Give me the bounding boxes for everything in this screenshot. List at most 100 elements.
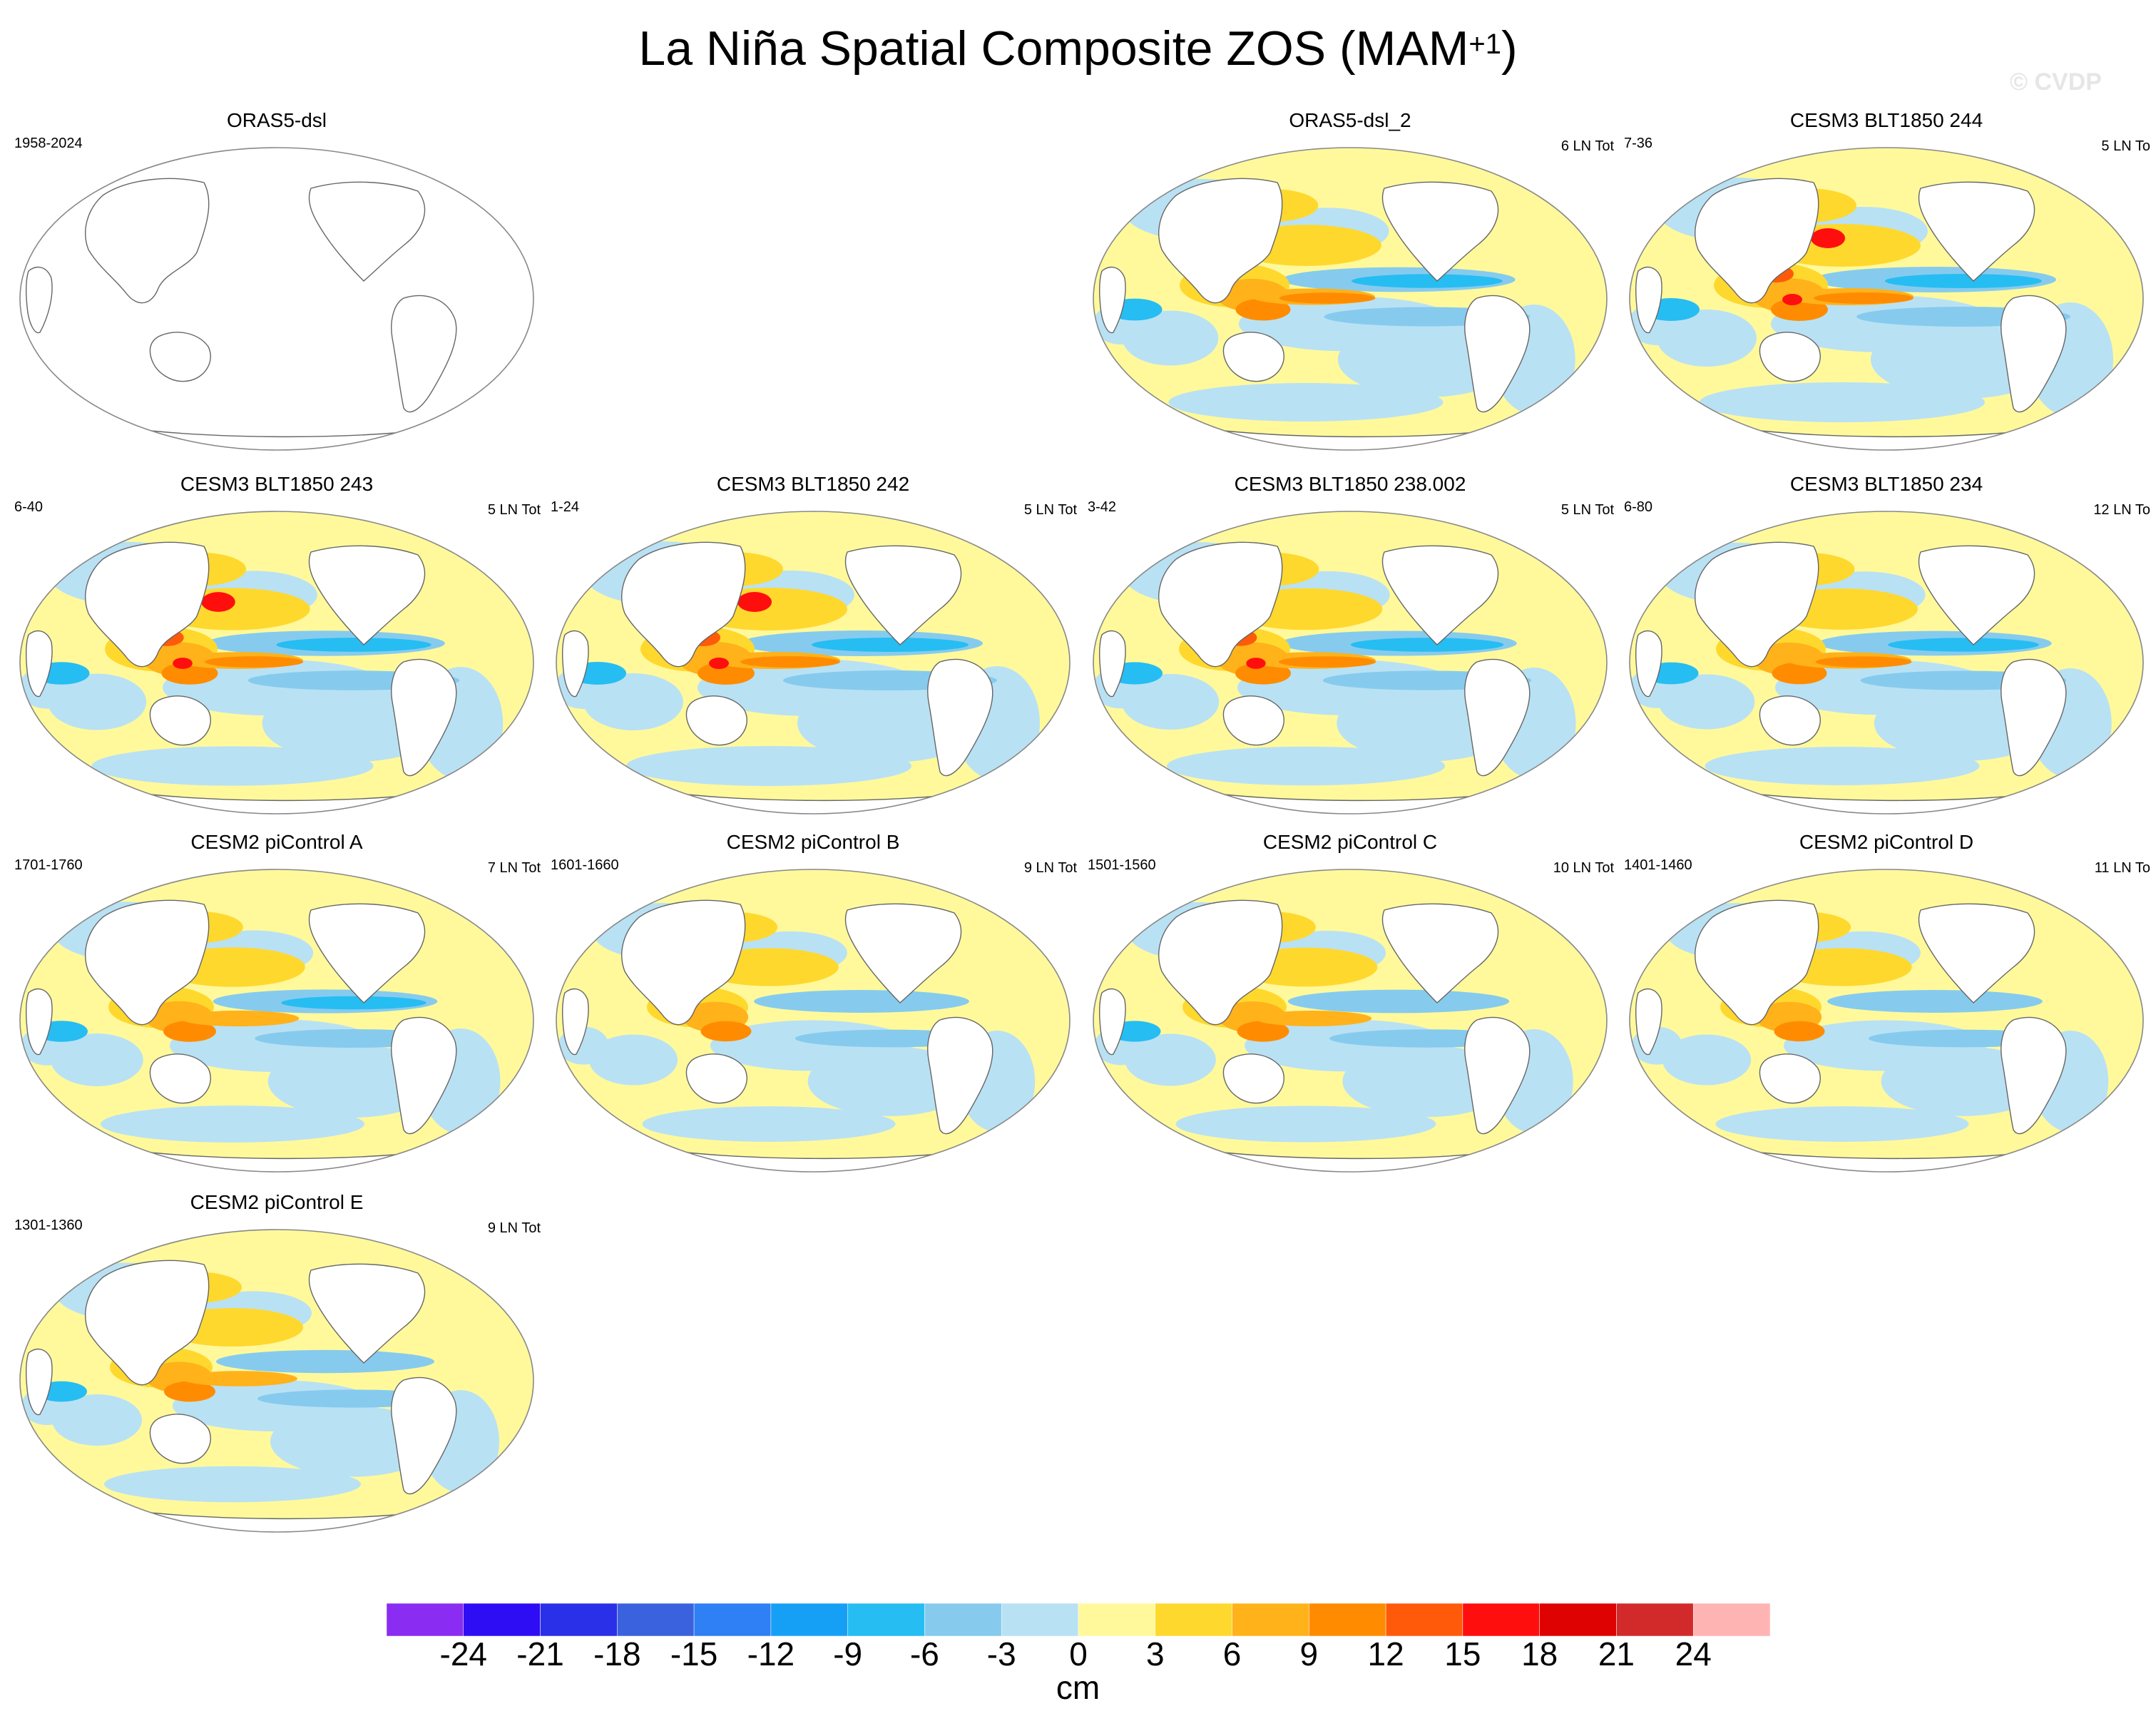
anomaly-contour [588,1034,678,1086]
land-mass [391,295,457,413]
anomaly-contour [1715,1106,1969,1142]
colorbar-tick-label: -24 [439,1635,487,1673]
land-mass [1381,545,1499,645]
land-mass [1918,181,2035,282]
colorbar-box [1001,1603,1079,1636]
anomaly-contour [1254,1011,1372,1026]
colorbar-tick-labels: -24 -21 -18 -15 -12 -9 -6 -3 0 3 6 9 12 15 18 21 24 [0,1635,2156,1685]
colorbar-units: cm [1056,1669,1100,1706]
colorbar-tick-label: -15 [670,1635,718,1673]
land-mass [308,1263,426,1364]
land-mass [1098,630,1126,698]
land-mass [1381,181,1499,282]
land-mass [1635,630,1662,698]
anomaly-contour [1168,383,1444,422]
anomaly-contour [164,1381,215,1402]
robinson-map [556,869,1071,1173]
land-mass [391,1016,457,1135]
land-mass [85,541,210,668]
panel-event-count: 5 LN To [2101,138,2150,154]
land-mass [149,695,211,746]
anomaly-contour [698,662,755,685]
colorbar-tick-label: -12 [747,1635,795,1673]
anomaly-contour [91,746,374,786]
colorbar-box [1385,1603,1463,1636]
colorbar-box [1078,1603,1156,1636]
anomaly-contour [740,656,840,668]
anomaly-contour [1815,656,1912,668]
anomaly-contour [1279,292,1376,304]
anomaly-contour [1705,747,1980,785]
land-mass [85,899,210,1026]
land-mass [1464,295,1531,413]
land-mass [25,266,53,334]
map-panel: CESM2 piControl B 1601-1660 9 LN Tot [549,827,1077,1184]
colorbar-box [1692,1603,1770,1636]
map-border [19,1229,534,1533]
land-mass [1098,988,1126,1056]
panel-years: 1501-1560 [1088,857,1156,873]
land-mass [1464,1016,1531,1135]
land-mass [1695,541,1819,668]
colorbar-box [463,1603,541,1636]
land-mass [308,545,426,645]
colorbar-box [1155,1603,1232,1636]
panel-event-count: 6 LN Tot [1560,138,1614,154]
panel-event-count: 10 LN Tot [1553,860,1614,876]
anomaly-contour [161,662,218,685]
land-mass [149,1414,211,1464]
anomaly-contour [216,1349,434,1374]
map-panel: CESM2 piControl C 1501-1560 10 LN Tot [1086,827,1614,1184]
map-panel: CESM2 piControl D 1401-1460 11 LN To [1623,827,2150,1184]
map-border [1093,511,1608,814]
map-panel: ORAS5-dsl_2 6 LN Tot [1086,106,1614,462]
land-mass [85,178,210,304]
map-border [19,147,534,451]
panel-years: 3-42 [1088,499,1117,515]
anomaly-contour [1167,746,1445,786]
anomaly-contour [709,658,729,669]
land-mass [1381,903,1499,1004]
panel-event-count: 11 LN To [2094,860,2150,876]
figure-title: La Niña Spatial Composite ZOS (MAM+1) [638,21,1518,76]
panel-years: 6-80 [1624,499,1653,515]
land-mass [685,1053,747,1104]
panel-years: 1401-1460 [1624,857,1692,873]
anomaly-contour [1235,662,1291,685]
panel-title: CESM3 BLT1850 242 [716,473,910,495]
land-mass [1635,266,1662,334]
anomaly-contour [1246,658,1266,669]
robinson-map [1093,511,1608,814]
anomaly-contour [1237,1021,1289,1042]
colorbar-box [693,1603,772,1636]
anomaly-contour [626,746,911,786]
land-mass [2001,1016,2067,1135]
panel-years: 1-24 [551,499,580,515]
land-mass [1464,658,1531,777]
anomaly-contour [173,658,193,669]
map-border [1093,147,1608,451]
anomaly-contour [1235,298,1291,321]
anomaly-contour [700,1021,752,1042]
land-mass [1695,178,1819,304]
map-panel: CESM3 BLT1850 243 6-40 5 LN Tot [13,469,541,826]
map-border [1093,869,1608,1173]
panel-title: CESM3 BLT1850 243 [180,473,374,495]
anomaly-contour [642,1106,896,1142]
colorbar-tick-label: 3 [1145,1635,1165,1673]
anomaly-contour [754,990,969,1013]
anomaly-contour [1814,292,1914,304]
map-border [1629,869,2144,1173]
anomaly-contour [204,656,304,668]
map-border [1629,511,2144,814]
map-panel: CESM3 BLT1850 244 7-36 5 LN To [1623,106,2150,462]
land-mass [149,332,211,382]
colorbar-tick-label: -21 [516,1635,564,1673]
anomaly-contour [1782,294,1802,305]
land-mass [1759,332,1821,382]
map-panel: CESM3 BLT1850 238.002 3-42 5 LN Tot [1086,469,1614,826]
anomaly-contour [1827,990,2043,1013]
colorbar-box [1616,1603,1694,1636]
anomaly-contour [812,638,969,652]
land-mass [25,988,53,1056]
